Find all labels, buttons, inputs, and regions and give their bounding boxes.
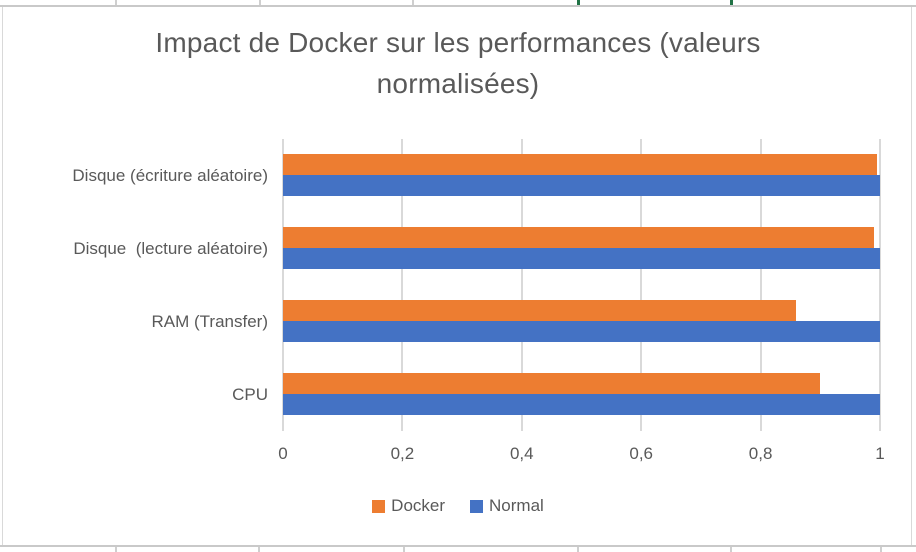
gridline [759,139,762,431]
gridline [640,139,643,431]
chart-border-left [2,7,3,545]
bar-normal-disque-lecture[interactable] [283,248,880,269]
category-label: Disque (écriture aléatoire) [72,166,268,185]
sheet-row-border-bottom [0,545,916,547]
docker-series-swatch-icon [372,499,386,513]
legend-entry-docker[interactable]: Docker [372,496,445,516]
chart-legend[interactable]: Docker Normal [0,496,916,516]
sheet-column-border-green [577,0,580,5]
sheet-column-border-green [730,0,733,5]
sheet-column-border [115,547,117,552]
category-label: RAM (Transfer) [151,312,269,331]
chart-border-right [911,7,912,545]
bar-normal-disque-ecriture[interactable] [283,175,880,196]
sheet-column-border [412,0,414,5]
sheet-column-border [258,547,260,552]
bar-docker-cpu[interactable] [283,373,820,394]
legend-label: Normal [489,496,544,515]
legend-label: Docker [391,496,446,515]
sheet-column-border [880,547,882,552]
bar-normal-cpu[interactable] [283,394,880,415]
gridline [520,139,523,431]
category-label: Disque (lecture aléatoire) [73,239,268,258]
category-label: CPU [232,385,268,404]
x-tick-label: 1 [875,444,885,463]
bar-docker-disque-ecriture[interactable] [283,154,877,175]
bar-docker-ram-transfer[interactable] [283,300,796,321]
x-tick-label: 0,2 [390,444,415,463]
x-tick-label: 0,8 [748,444,773,463]
x-tick-label: 0,6 [629,444,653,463]
x-tick-label: 0,4 [509,444,534,463]
gridline [401,139,404,431]
bar-normal-ram-transfer[interactable] [283,321,880,342]
sheet-column-border [403,547,405,552]
sheet-column-border [259,0,261,5]
gridline [879,139,881,431]
plot-area[interactable] [282,139,881,431]
sheet-column-border [577,547,579,552]
normal-series-swatch-icon [470,499,484,513]
sheet-column-border [115,0,117,5]
bar-docker-disque-lecture[interactable] [283,227,874,248]
gridline [282,139,284,431]
chart-title[interactable]: Impact de Docker sur les performances (v… [155,27,761,99]
legend-entry-normal[interactable]: Normal [470,496,544,516]
sheet-column-border [730,547,732,552]
x-tick-label: 0 [278,444,288,463]
sheet-row-border-top [0,5,916,7]
